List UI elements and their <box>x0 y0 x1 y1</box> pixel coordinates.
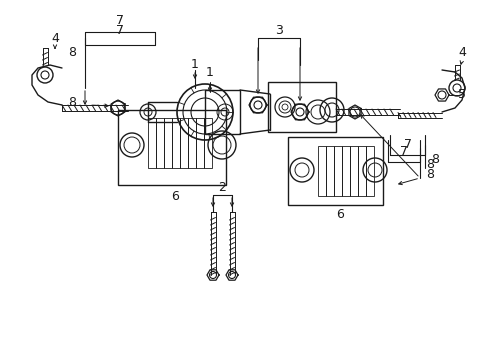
Bar <box>267 82 335 132</box>
Bar <box>341 146 349 196</box>
Bar <box>148 118 156 168</box>
Text: 5: 5 <box>457 89 465 102</box>
Text: 4: 4 <box>457 45 465 58</box>
Text: 8: 8 <box>425 158 433 171</box>
Bar <box>180 118 187 168</box>
Bar <box>333 146 341 196</box>
Bar <box>357 146 365 196</box>
Bar <box>325 146 333 196</box>
Text: 2: 2 <box>218 181 225 194</box>
Bar <box>156 118 163 168</box>
Bar <box>287 137 382 205</box>
Text: 6: 6 <box>335 208 343 221</box>
Text: 7: 7 <box>116 13 124 27</box>
Bar <box>204 90 240 134</box>
Bar <box>172 118 180 168</box>
Bar <box>118 110 225 185</box>
Text: 7: 7 <box>403 139 411 152</box>
Text: 1: 1 <box>205 66 214 78</box>
Bar <box>317 146 325 196</box>
Bar <box>187 118 196 168</box>
Text: 7: 7 <box>116 23 124 36</box>
Bar <box>163 118 172 168</box>
Text: 7: 7 <box>399 145 407 158</box>
Text: 4: 4 <box>51 31 59 45</box>
Text: 6: 6 <box>171 190 179 203</box>
Bar <box>196 118 203 168</box>
Text: 3: 3 <box>274 23 283 36</box>
Text: 1: 1 <box>191 58 199 72</box>
Bar <box>349 146 357 196</box>
Text: 8: 8 <box>430 153 438 166</box>
Bar <box>365 146 373 196</box>
Text: 8: 8 <box>68 45 76 58</box>
Text: 8: 8 <box>68 95 76 108</box>
Text: 8: 8 <box>425 168 433 181</box>
Bar <box>203 118 212 168</box>
